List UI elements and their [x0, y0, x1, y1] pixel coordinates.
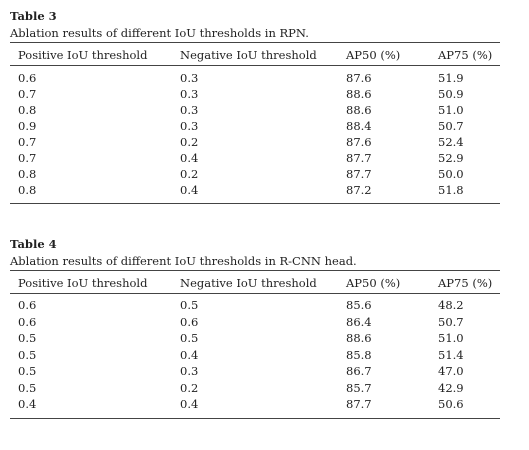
table-cell: 0.7	[18, 135, 37, 149]
table-cell: 0.8	[18, 103, 37, 117]
table-cell: 0.2	[180, 135, 199, 149]
column-header: Positive IoU threshold	[18, 48, 148, 62]
table-cell: 0.4	[180, 183, 199, 197]
table-cell: 50.6	[438, 397, 464, 411]
table-cell: 0.4	[180, 397, 199, 411]
table-cell: 0.8	[18, 167, 37, 181]
table-cell: 0.5	[180, 331, 199, 345]
table-cell: 87.7	[346, 167, 372, 181]
table-cell: 85.7	[346, 380, 372, 395]
table-cell: 51.0	[438, 103, 464, 117]
table-cell: 52.4	[438, 135, 464, 149]
table-cell: 88.6	[346, 331, 372, 345]
table-cell: 42.9	[438, 380, 464, 395]
table-cell: 0.3	[180, 364, 199, 378]
table-cell: 47.0	[438, 364, 464, 378]
bottom-rule	[10, 203, 500, 204]
table-cell: 0.4	[180, 151, 199, 165]
table-cell: 0.4	[180, 347, 199, 362]
table-cell: 0.5	[18, 364, 37, 378]
table-cell: 88.6	[346, 103, 372, 117]
table-cell: 87.6	[346, 135, 372, 149]
table-cell: 50.7	[438, 119, 464, 133]
table-cell: 85.8	[346, 347, 372, 362]
table-cell: 0.5	[180, 298, 199, 312]
table-cell: 88.4	[346, 119, 372, 133]
column-header: Negative IoU threshold	[180, 276, 317, 290]
top-rule	[10, 42, 500, 43]
table-cell: 86.7	[346, 364, 372, 378]
table-cell: 0.2	[180, 167, 199, 181]
table-cell: 51.4	[438, 347, 464, 362]
table-cell: 0.3	[180, 103, 199, 117]
table-cell: 0.7	[18, 151, 37, 165]
table-cell: 87.2	[346, 183, 372, 197]
table-cell: 85.6	[346, 298, 372, 312]
table-cell: 51.0	[438, 331, 464, 345]
table-cell: 86.4	[346, 314, 372, 329]
table-cell: 0.6	[18, 71, 37, 85]
table-cell: 50.9	[438, 87, 464, 101]
column-header: AP50 (%)	[346, 276, 401, 290]
column-header: AP50 (%)	[346, 48, 401, 62]
bottom-rule	[10, 417, 500, 419]
table-cell: 0.2	[180, 380, 199, 395]
table-cell: 0.6	[180, 314, 199, 329]
table-cell: 0.7	[18, 87, 37, 101]
table-cell: 52.9	[438, 151, 464, 165]
table-cell: 0.4	[18, 397, 37, 411]
table-cell: 0.3	[180, 71, 199, 85]
table-cell: 50.0	[438, 167, 464, 181]
table-cell: 0.9	[18, 119, 37, 133]
top-rule	[10, 270, 500, 271]
table-cell: 0.5	[18, 331, 37, 345]
table-cell: 0.6	[18, 298, 37, 312]
table-caption: Ablation results of different IoU thresh…	[10, 26, 309, 40]
table-cell: 0.3	[180, 87, 199, 101]
table-cell: 0.5	[18, 347, 37, 362]
column-header: Positive IoU threshold	[18, 276, 148, 290]
column-header: Negative IoU threshold	[180, 48, 317, 62]
table-cell: 0.6	[18, 314, 37, 329]
table-cell: 50.7	[438, 314, 464, 329]
table-cell: 48.2	[438, 298, 464, 312]
table-cell: 51.8	[438, 183, 464, 197]
table-cell: 87.6	[346, 71, 372, 85]
table-caption: Ablation results of different IoU thresh…	[10, 254, 357, 268]
table-title: Table 4	[10, 237, 57, 251]
table-cell: 0.5	[18, 380, 37, 395]
table-cell: 0.8	[18, 183, 37, 197]
table-cell: 88.6	[346, 87, 372, 101]
header-rule	[10, 65, 500, 66]
table-cell: 51.9	[438, 71, 464, 85]
column-header: AP75 (%)	[438, 48, 493, 62]
column-header: AP75 (%)	[438, 276, 493, 290]
table-cell: 0.3	[180, 119, 199, 133]
table-cell: 87.7	[346, 397, 372, 411]
table-title: Table 3	[10, 9, 57, 23]
table-cell: 87.7	[346, 151, 372, 165]
header-rule	[10, 293, 500, 294]
